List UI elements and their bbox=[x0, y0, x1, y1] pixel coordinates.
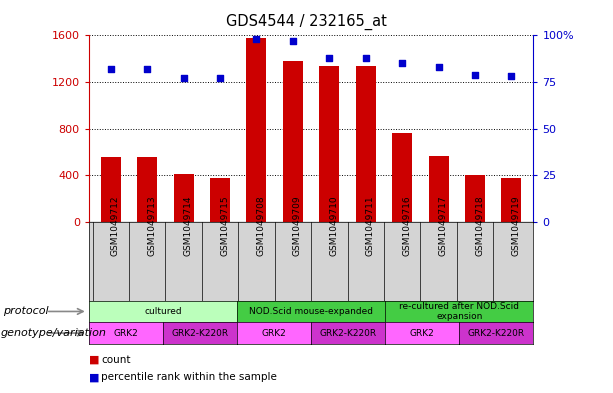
Text: GSM1049717: GSM1049717 bbox=[438, 196, 447, 256]
Text: GRK2-K220R: GRK2-K220R bbox=[172, 329, 229, 338]
Text: NOD.Scid mouse-expanded: NOD.Scid mouse-expanded bbox=[249, 307, 373, 316]
Bar bbox=[246, 38, 267, 222]
Text: GRK2-K220R: GRK2-K220R bbox=[468, 329, 525, 338]
Bar bbox=[101, 157, 121, 222]
Point bbox=[506, 73, 516, 79]
Text: GSM1049711: GSM1049711 bbox=[366, 196, 375, 256]
Bar bbox=[319, 66, 340, 222]
Point bbox=[288, 38, 298, 44]
Bar bbox=[392, 133, 412, 222]
Text: GSM1049708: GSM1049708 bbox=[256, 196, 265, 256]
Text: GSM1049719: GSM1049719 bbox=[511, 196, 520, 256]
Bar bbox=[173, 174, 194, 222]
Text: GRK2-K220R: GRK2-K220R bbox=[319, 329, 377, 338]
Point bbox=[470, 72, 480, 78]
Text: ■: ■ bbox=[89, 372, 99, 382]
Point bbox=[324, 55, 334, 61]
Point bbox=[179, 75, 189, 81]
Text: GSM1049715: GSM1049715 bbox=[220, 196, 229, 256]
Bar bbox=[210, 178, 230, 222]
Text: GRK2: GRK2 bbox=[262, 329, 286, 338]
Point bbox=[433, 64, 443, 70]
Point bbox=[397, 60, 407, 66]
Text: re-cultured after NOD.Scid
expansion: re-cultured after NOD.Scid expansion bbox=[399, 302, 519, 321]
Text: GSM1049710: GSM1049710 bbox=[329, 196, 338, 256]
Point bbox=[215, 75, 225, 81]
Bar bbox=[465, 175, 485, 222]
Text: percentile rank within the sample: percentile rank within the sample bbox=[101, 372, 277, 382]
Bar bbox=[501, 178, 522, 222]
Text: protocol: protocol bbox=[3, 307, 48, 316]
Text: GSM1049718: GSM1049718 bbox=[475, 196, 484, 256]
Text: count: count bbox=[101, 354, 131, 365]
Bar bbox=[283, 61, 303, 222]
Text: GSM1049716: GSM1049716 bbox=[402, 196, 411, 256]
Point bbox=[361, 55, 371, 61]
Text: ■: ■ bbox=[89, 354, 99, 365]
Point bbox=[106, 66, 116, 72]
Text: GDS4544 / 232165_at: GDS4544 / 232165_at bbox=[226, 14, 387, 30]
Bar bbox=[428, 156, 449, 222]
Point bbox=[142, 66, 152, 72]
Text: genotype/variation: genotype/variation bbox=[1, 328, 107, 338]
Bar bbox=[137, 157, 157, 222]
Text: GSM1049714: GSM1049714 bbox=[184, 196, 192, 256]
Text: GRK2: GRK2 bbox=[113, 329, 139, 338]
Text: GRK2: GRK2 bbox=[410, 329, 435, 338]
Text: GSM1049713: GSM1049713 bbox=[147, 196, 156, 256]
Text: cultured: cultured bbox=[144, 307, 182, 316]
Bar bbox=[356, 66, 376, 222]
Point bbox=[251, 36, 261, 42]
Text: GSM1049709: GSM1049709 bbox=[293, 196, 302, 256]
Text: GSM1049712: GSM1049712 bbox=[111, 196, 120, 256]
